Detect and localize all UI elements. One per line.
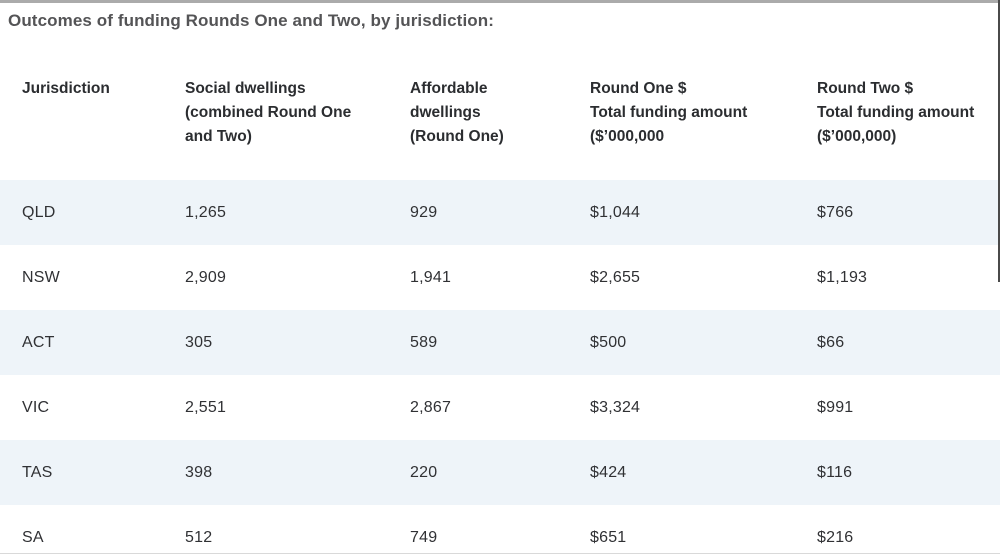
cell-jurisdiction: NSW <box>22 268 60 286</box>
cell-social-dwellings: 398 <box>185 463 213 481</box>
cell-affordable-dwellings: 2,867 <box>410 398 452 416</box>
table-row-sa: SA 512 749 $651 $216 <box>0 505 1000 554</box>
column-header-social-dwellings: Social dwellings (combined Round One and… <box>185 80 352 145</box>
cell-affordable-dwellings: 929 <box>410 203 438 221</box>
cell-affordable-dwellings: 589 <box>410 333 438 351</box>
page-title: Outcomes of funding Rounds One and Two, … <box>8 11 494 30</box>
cell-round-one-total: $500 <box>590 333 627 351</box>
column-header-jurisdiction: Jurisdiction <box>22 80 110 97</box>
cell-social-dwellings: 1,265 <box>185 203 227 221</box>
cell-social-dwellings: 512 <box>185 528 213 546</box>
cell-round-one-total: $424 <box>590 463 627 481</box>
cell-jurisdiction: TAS <box>22 463 53 481</box>
column-header-affordable-dwellings: Affordable dwellings (Round One) <box>410 80 504 145</box>
column-header-round-one-funding: Round One $ Total funding amount ($’000,… <box>590 80 748 145</box>
table-row-nsw: NSW 2,909 1,941 $2,655 $1,193 <box>0 245 1000 310</box>
cell-round-two-total: $766 <box>817 203 854 221</box>
cell-affordable-dwellings: 220 <box>410 463 438 481</box>
cell-jurisdiction: VIC <box>22 398 50 416</box>
cell-jurisdiction: ACT <box>22 333 55 351</box>
cell-round-one-total: $2,655 <box>590 268 641 286</box>
cell-round-two-total: $1,193 <box>817 268 868 286</box>
cell-affordable-dwellings: 749 <box>410 528 438 546</box>
cell-round-two-total: $116 <box>817 463 853 481</box>
table-row-act: ACT 305 589 $500 $66 <box>0 310 1000 375</box>
funding-outcomes-table: Jurisdiction Social dwellings (combined … <box>0 77 1000 554</box>
scrollbar-thumb[interactable] <box>998 0 1000 282</box>
cell-social-dwellings: 2,909 <box>185 268 227 286</box>
top-divider <box>0 0 1000 3</box>
cell-jurisdiction: QLD <box>22 203 56 221</box>
table-row-tas: TAS 398 220 $424 $116 <box>0 440 1000 505</box>
cell-social-dwellings: 305 <box>185 333 213 351</box>
cell-round-one-total: $3,324 <box>590 398 641 416</box>
table-row-qld: QLD 1,265 929 $1,044 $766 <box>0 180 1000 245</box>
cell-round-one-total: $1,044 <box>590 203 641 221</box>
table-row-vic: VIC 2,551 2,867 $3,324 $991 <box>0 375 1000 440</box>
column-header-round-two-funding: Round Two $ Total funding amount ($’000,… <box>817 80 975 145</box>
table-header-row: Jurisdiction Social dwellings (combined … <box>0 77 1000 180</box>
cell-jurisdiction: SA <box>22 528 44 546</box>
cell-affordable-dwellings: 1,941 <box>410 268 452 286</box>
cell-round-one-total: $651 <box>590 528 627 546</box>
cell-round-two-total: $216 <box>817 528 854 546</box>
cell-social-dwellings: 2,551 <box>185 398 227 416</box>
cell-round-two-total: $66 <box>817 333 845 351</box>
cell-round-two-total: $991 <box>817 398 854 416</box>
